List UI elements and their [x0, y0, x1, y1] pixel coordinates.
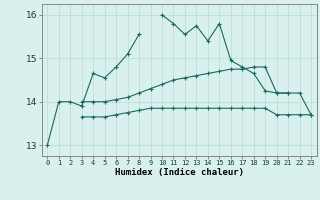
X-axis label: Humidex (Indice chaleur): Humidex (Indice chaleur): [115, 168, 244, 177]
